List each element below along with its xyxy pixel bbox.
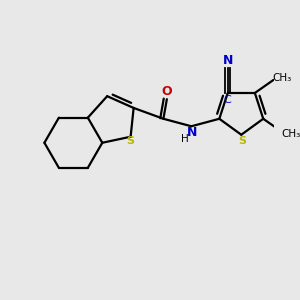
Text: N: N (223, 54, 233, 67)
Text: N: N (187, 126, 197, 139)
Text: O: O (161, 85, 172, 98)
Text: S: S (238, 136, 246, 146)
Text: S: S (127, 136, 135, 146)
Text: C: C (223, 95, 231, 105)
Text: CH₃: CH₃ (273, 73, 292, 83)
Text: H: H (181, 134, 189, 144)
Text: CH₃: CH₃ (281, 129, 300, 139)
